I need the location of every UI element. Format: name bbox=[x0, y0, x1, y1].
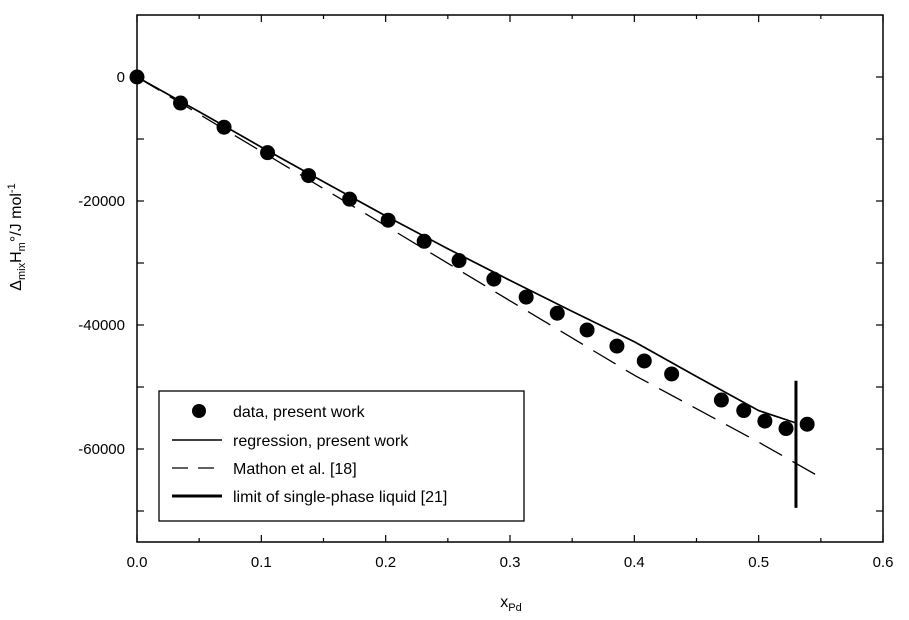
data-point bbox=[260, 145, 276, 161]
data-point bbox=[342, 191, 358, 207]
data-point bbox=[799, 416, 815, 432]
data-point bbox=[549, 305, 565, 321]
y-tick-label: -40000 bbox=[78, 317, 125, 334]
data-point bbox=[736, 403, 752, 419]
data-point bbox=[713, 392, 729, 408]
data-point bbox=[518, 289, 534, 305]
data-point bbox=[778, 421, 794, 437]
x-tick-label: 0.1 bbox=[251, 554, 272, 571]
x-tick-label: 0.2 bbox=[375, 554, 396, 571]
data-point bbox=[301, 168, 317, 184]
y-axis-label: ΔmixHm°/J mol-1 bbox=[6, 183, 28, 290]
data-point bbox=[757, 413, 773, 429]
y-tick-label: 0 bbox=[117, 69, 125, 86]
data-point bbox=[636, 353, 652, 369]
regression-line bbox=[136, 76, 797, 424]
data-point bbox=[129, 69, 145, 85]
x-tick-label: 0.4 bbox=[624, 554, 645, 571]
y-tick-label: -60000 bbox=[78, 441, 125, 458]
data-point bbox=[486, 271, 502, 287]
x-tick-label: 0.0 bbox=[127, 554, 148, 571]
data-point bbox=[380, 212, 396, 228]
data-point bbox=[664, 366, 680, 382]
legend-label-mathon: Mathon et al. [18] bbox=[233, 461, 357, 478]
mathon-dashed-line bbox=[136, 76, 822, 479]
data-point bbox=[216, 119, 232, 135]
y-tick-label: -20000 bbox=[78, 193, 125, 210]
legend-label-limit: limit of single-phase liquid [21] bbox=[233, 489, 447, 506]
legend-marker-data bbox=[192, 404, 206, 418]
legend-label-regression: regression, present work bbox=[233, 433, 409, 450]
data-point bbox=[451, 253, 467, 269]
axis-ticks bbox=[136, 15, 884, 542]
data-point bbox=[416, 233, 432, 249]
x-tick-label: 0.6 bbox=[873, 554, 894, 571]
series-layer bbox=[129, 69, 822, 508]
legend: data, present work regression, present w… bbox=[158, 390, 525, 522]
x-tick-label: 0.5 bbox=[748, 554, 769, 571]
x-axis-label: xPd bbox=[500, 594, 521, 614]
legend-box bbox=[158, 390, 525, 522]
data-point bbox=[609, 338, 625, 354]
tick-labels: 0.0 0.1 0.2 0.3 0.4 0.5 0.6 0 -20000 -40000 -60000 bbox=[78, 69, 893, 571]
data-point bbox=[579, 322, 595, 338]
x-tick-label: 0.3 bbox=[500, 554, 521, 571]
data-point bbox=[173, 95, 189, 111]
legend-label-data: data, present work bbox=[233, 404, 366, 421]
